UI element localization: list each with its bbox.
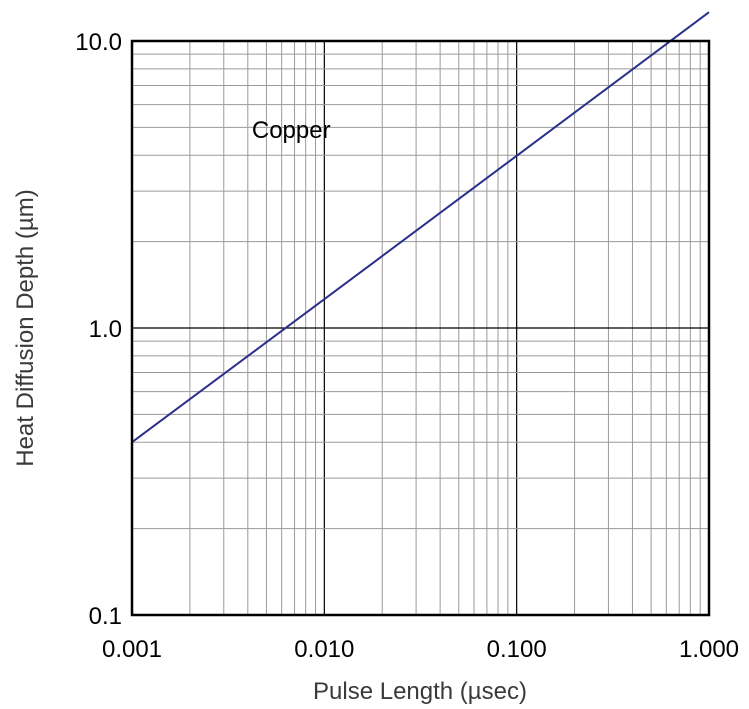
- x-tick-label: 1.000: [679, 636, 739, 663]
- y-tick-label: 0.1: [89, 603, 122, 630]
- annotation-copper: Copper: [252, 117, 331, 144]
- y-axis-title: Heat Diffusion Depth (µm): [12, 189, 39, 467]
- x-tick-label: 0.010: [294, 636, 354, 663]
- series-layer: [131, 11, 710, 444]
- y-tick-label: 10.0: [75, 29, 122, 56]
- tick-labels: 0.001 0.010 0.100 1.000 0.1 1.0 10.0: [75, 29, 739, 663]
- x-axis-title: Pulse Length (µsec): [313, 678, 527, 705]
- x-tick-label: 0.001: [102, 636, 162, 663]
- x-tick-label: 0.100: [487, 636, 547, 663]
- series-line: [131, 11, 710, 444]
- y-tick-label: 1.0: [89, 316, 122, 343]
- grid: [131, 41, 709, 616]
- plot-frame: [130, 39, 711, 617]
